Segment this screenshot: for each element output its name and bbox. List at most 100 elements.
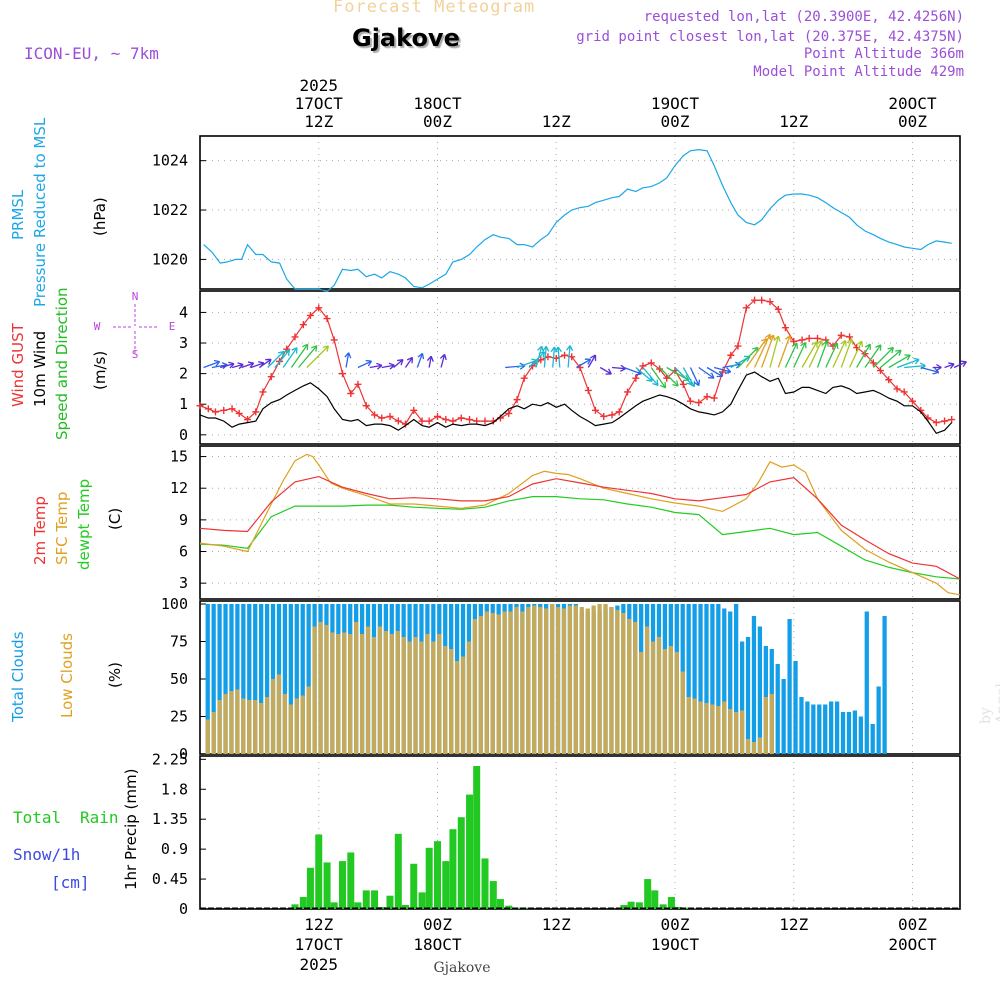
gust-marker bbox=[220, 406, 228, 414]
low-cloud-bar bbox=[532, 605, 537, 754]
wind-arrowhead bbox=[406, 356, 414, 364]
top-axis-label: 19OCT bbox=[651, 94, 700, 113]
low-cloud-bar bbox=[597, 604, 602, 754]
rain-bar bbox=[644, 879, 652, 909]
low-cloud-bar bbox=[549, 604, 555, 754]
pressure-title: PRMSL bbox=[9, 189, 27, 240]
wind-arrow bbox=[793, 342, 807, 368]
wind-arrow bbox=[211, 364, 228, 369]
panel-frame bbox=[199, 290, 961, 445]
low-cloud-bar bbox=[460, 656, 466, 754]
wind-arrowhead bbox=[904, 354, 911, 361]
total-cloud-bar bbox=[217, 604, 222, 754]
top-axis-label: 18OCT bbox=[413, 94, 462, 113]
gust-marker bbox=[615, 408, 623, 416]
low-cloud-bar bbox=[371, 637, 377, 754]
wind-arrow bbox=[816, 340, 828, 368]
gust-marker bbox=[900, 388, 908, 396]
gust-marker bbox=[244, 416, 251, 424]
gust-marker bbox=[876, 367, 884, 375]
rain-bar bbox=[675, 907, 683, 909]
low-cloud-bar bbox=[484, 611, 489, 754]
total-cloud-bar bbox=[834, 701, 840, 754]
gust-marker bbox=[686, 397, 694, 405]
low-cloud-bar bbox=[330, 632, 335, 754]
low-cloud-bar bbox=[217, 700, 222, 754]
wind-arrow bbox=[416, 353, 424, 368]
low-cloud-bar bbox=[490, 613, 495, 754]
gust-marker bbox=[449, 417, 457, 425]
total-cloud-bar bbox=[775, 664, 780, 754]
low-cloud-bar bbox=[383, 631, 388, 754]
total-cloud-bar bbox=[757, 626, 763, 754]
top-axis-label: 20OCT bbox=[888, 94, 937, 113]
point-altitude: Point Altitude 366m bbox=[803, 46, 964, 62]
low-cloud-bar bbox=[437, 634, 442, 754]
gust-marker bbox=[315, 304, 323, 312]
low-cloud-bar bbox=[591, 605, 596, 754]
wind-arrow bbox=[552, 346, 556, 368]
total-cloud-bar bbox=[211, 604, 216, 754]
low-cloud-bar bbox=[555, 607, 561, 754]
gust-marker bbox=[442, 416, 450, 424]
low-cloud-bar bbox=[704, 703, 709, 754]
precip-axis-title: 1hr Precip (mm) bbox=[122, 769, 140, 890]
precip-snow-label: Snow/1h bbox=[13, 845, 80, 864]
low-cloud-bar bbox=[615, 610, 620, 754]
temperature-unit: (C) bbox=[106, 508, 124, 530]
wind-arrowhead bbox=[590, 354, 597, 361]
total-cloud-bar bbox=[829, 701, 834, 754]
gust-marker bbox=[600, 412, 608, 420]
rain-bar bbox=[489, 881, 497, 909]
low-cloud-bar bbox=[745, 739, 751, 754]
total-cloud-bar bbox=[781, 679, 786, 754]
precip-unit-label: [cm] bbox=[51, 873, 90, 892]
wind-arrow bbox=[635, 367, 653, 382]
wind-arrow bbox=[306, 345, 329, 368]
gust-marker bbox=[466, 416, 474, 424]
low-cloud-bar bbox=[443, 646, 448, 754]
low-cloud-bar bbox=[739, 710, 745, 754]
total-cloud-bar bbox=[229, 604, 234, 754]
wind-arrowhead bbox=[652, 379, 659, 387]
low-cloud-bar bbox=[650, 641, 656, 754]
wind-arrow bbox=[864, 344, 882, 368]
rain-bar bbox=[620, 905, 628, 909]
dewpoint-line bbox=[199, 496, 961, 580]
gust-marker bbox=[434, 412, 441, 420]
wind-arrowhead bbox=[716, 370, 724, 378]
y-tick-label: 0.9 bbox=[161, 840, 188, 858]
wind-arrowhead bbox=[584, 358, 592, 365]
gust-marker bbox=[774, 305, 782, 313]
low-cloud-bar bbox=[472, 619, 478, 754]
rain-bar bbox=[505, 905, 513, 909]
y-tick-label: 0 bbox=[179, 745, 188, 763]
wind-arrow bbox=[714, 366, 731, 373]
low-cloud-bar bbox=[716, 706, 721, 754]
wind-arrow bbox=[848, 340, 863, 368]
rain-bar bbox=[401, 905, 409, 909]
wind-arrowhead bbox=[856, 340, 864, 348]
top-axis-label: 2025 bbox=[299, 76, 338, 95]
gust-marker bbox=[790, 337, 798, 345]
wind-arrowhead bbox=[936, 363, 942, 372]
wind-arrowhead bbox=[960, 360, 967, 367]
rain-bar bbox=[481, 858, 489, 909]
wind-arrowhead bbox=[228, 361, 235, 369]
gust-marker bbox=[798, 336, 806, 344]
wind-arrow bbox=[872, 347, 894, 368]
low-cloud-bar bbox=[656, 637, 662, 754]
gust-marker bbox=[330, 336, 338, 344]
compass-north: N bbox=[132, 290, 139, 303]
low-cloud-bar bbox=[757, 737, 763, 754]
low-cloud-bar bbox=[300, 695, 305, 754]
low-cloud-bar bbox=[401, 637, 406, 754]
low-cloud-bar bbox=[514, 607, 519, 754]
wind-arrowhead bbox=[724, 367, 732, 375]
low-cloud-bar bbox=[348, 634, 353, 754]
low-cloud-bar bbox=[627, 619, 632, 754]
low-cloud-bar bbox=[609, 607, 614, 754]
bottom-axis-label: 20OCT bbox=[888, 935, 937, 954]
wind-arrow bbox=[920, 366, 939, 373]
bottom-axis-label: 00Z bbox=[423, 915, 452, 934]
